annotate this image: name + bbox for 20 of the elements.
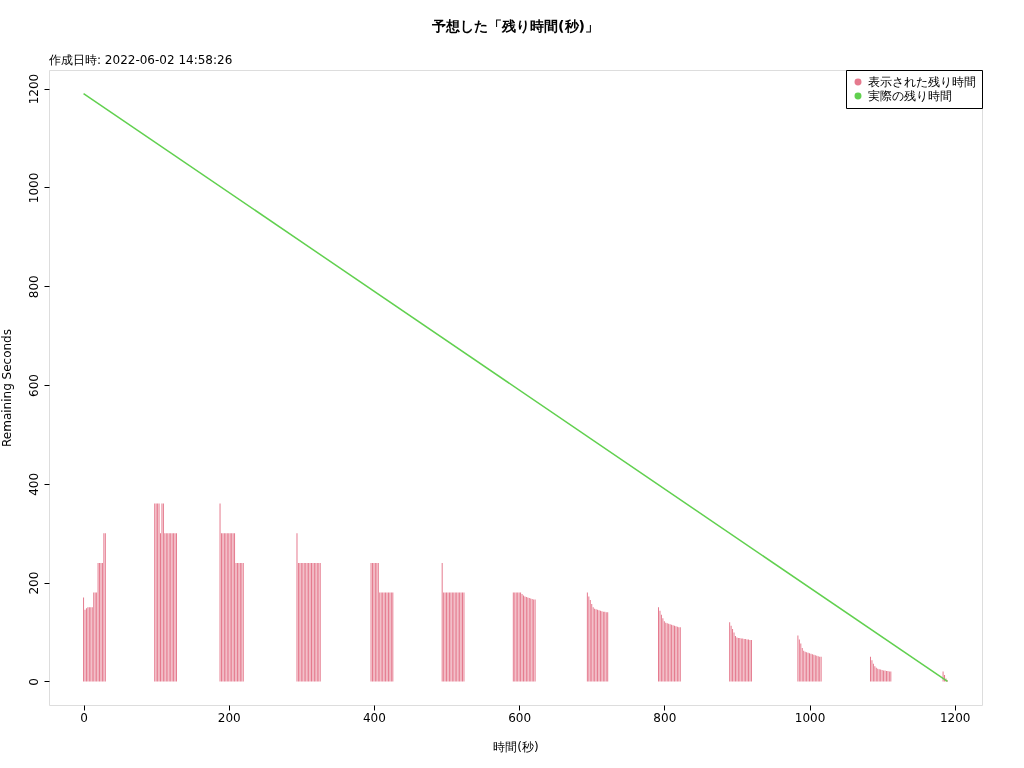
x-tick-label: 1200 [939,710,971,725]
legend-label: 実際の残り時間 [868,89,952,103]
y-tick-label: 400 [26,472,41,496]
x-tick-label: 400 [362,710,386,725]
x-axis-title: 時間(秒) [493,739,539,754]
x-tick-label: 800 [653,710,677,725]
chart-title: 予想した「残り時間(秒)」 [431,18,599,34]
legend-label: 表示された残り時間 [868,75,976,89]
x-tick-label: 600 [508,710,532,725]
y-tick-label: 0 [26,678,41,686]
y-tick-label: 600 [26,374,41,397]
y-axis-title: Remaining Seconds [0,329,14,447]
x-tick-label: 0 [80,710,88,725]
y-tick-label: 1000 [26,172,41,204]
x-tick-label: 200 [217,710,241,725]
y-tick-label: 800 [26,275,41,299]
y-tick-label: 1200 [26,73,41,105]
chart-subtitle: 作成日時: 2022-06-02 14:58:26 [48,53,233,67]
y-tick-label: 200 [26,571,41,595]
x-tick-label: 1000 [794,710,826,725]
